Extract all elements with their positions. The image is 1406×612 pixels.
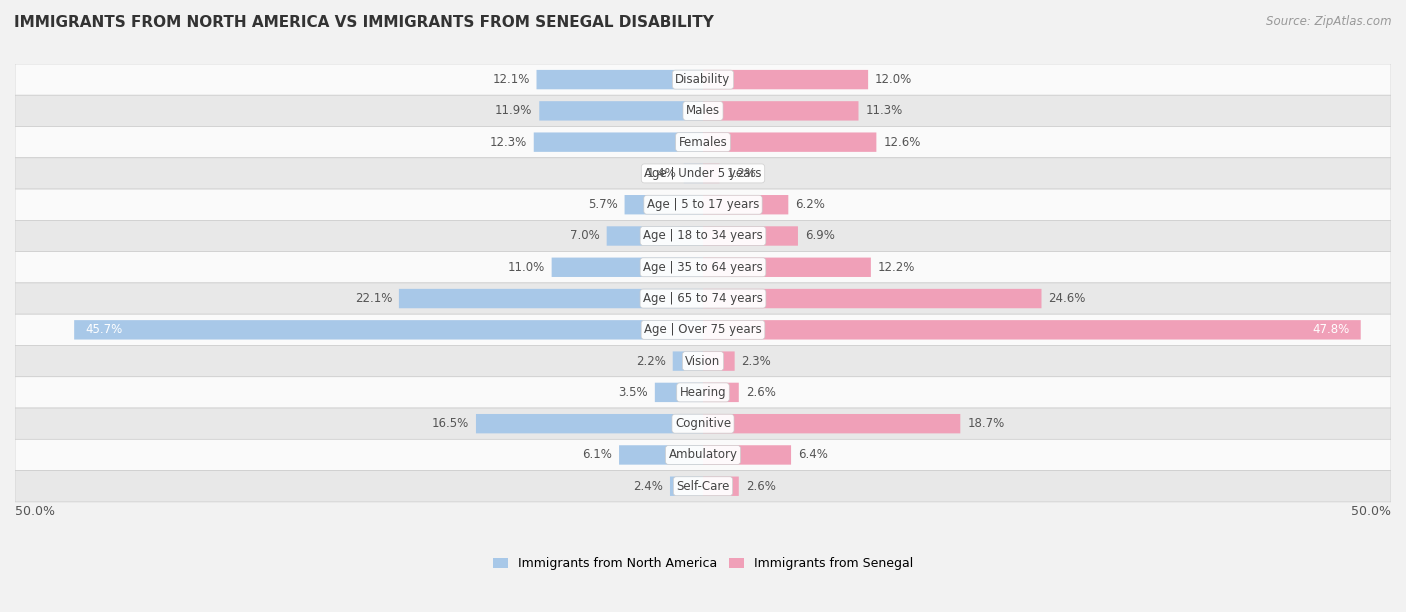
FancyBboxPatch shape — [703, 258, 870, 277]
FancyBboxPatch shape — [703, 477, 738, 496]
FancyBboxPatch shape — [15, 127, 1391, 158]
FancyBboxPatch shape — [15, 408, 1391, 439]
Text: 11.0%: 11.0% — [508, 261, 544, 274]
Text: Males: Males — [686, 105, 720, 118]
Text: Cognitive: Cognitive — [675, 417, 731, 430]
Text: 1.4%: 1.4% — [647, 167, 676, 180]
FancyBboxPatch shape — [15, 64, 1391, 95]
Text: 22.1%: 22.1% — [354, 292, 392, 305]
FancyBboxPatch shape — [15, 189, 1391, 220]
FancyBboxPatch shape — [15, 439, 1391, 471]
FancyBboxPatch shape — [655, 382, 703, 402]
FancyBboxPatch shape — [15, 471, 1391, 502]
Text: 2.6%: 2.6% — [745, 386, 776, 399]
FancyBboxPatch shape — [399, 289, 703, 308]
Text: Vision: Vision — [685, 354, 721, 368]
Text: 11.9%: 11.9% — [495, 105, 533, 118]
Text: 12.6%: 12.6% — [883, 136, 921, 149]
Text: 50.0%: 50.0% — [15, 506, 55, 518]
Text: 50.0%: 50.0% — [1351, 506, 1391, 518]
Text: 7.0%: 7.0% — [569, 230, 600, 242]
FancyBboxPatch shape — [537, 70, 703, 89]
FancyBboxPatch shape — [15, 95, 1391, 127]
Text: 6.9%: 6.9% — [804, 230, 835, 242]
FancyBboxPatch shape — [15, 283, 1391, 314]
Text: 2.4%: 2.4% — [633, 480, 664, 493]
Text: 2.6%: 2.6% — [745, 480, 776, 493]
Text: 47.8%: 47.8% — [1312, 323, 1350, 337]
FancyBboxPatch shape — [15, 220, 1391, 252]
FancyBboxPatch shape — [75, 320, 703, 340]
Text: 12.0%: 12.0% — [875, 73, 912, 86]
FancyBboxPatch shape — [15, 252, 1391, 283]
FancyBboxPatch shape — [683, 164, 703, 183]
Text: 16.5%: 16.5% — [432, 417, 470, 430]
FancyBboxPatch shape — [619, 446, 703, 465]
FancyBboxPatch shape — [703, 351, 735, 371]
FancyBboxPatch shape — [703, 226, 799, 245]
Text: Age | 65 to 74 years: Age | 65 to 74 years — [643, 292, 763, 305]
Text: 11.3%: 11.3% — [865, 105, 903, 118]
Text: 12.1%: 12.1% — [492, 73, 530, 86]
FancyBboxPatch shape — [15, 345, 1391, 377]
FancyBboxPatch shape — [15, 377, 1391, 408]
FancyBboxPatch shape — [606, 226, 703, 245]
FancyBboxPatch shape — [703, 195, 789, 214]
Text: Ambulatory: Ambulatory — [668, 449, 738, 461]
Text: Source: ZipAtlas.com: Source: ZipAtlas.com — [1267, 15, 1392, 28]
FancyBboxPatch shape — [540, 101, 703, 121]
Text: 1.2%: 1.2% — [727, 167, 756, 180]
FancyBboxPatch shape — [624, 195, 703, 214]
Text: Age | 35 to 64 years: Age | 35 to 64 years — [643, 261, 763, 274]
Text: 12.2%: 12.2% — [877, 261, 915, 274]
Text: 6.2%: 6.2% — [796, 198, 825, 211]
FancyBboxPatch shape — [703, 320, 1361, 340]
FancyBboxPatch shape — [703, 446, 792, 465]
FancyBboxPatch shape — [703, 101, 859, 121]
FancyBboxPatch shape — [672, 351, 703, 371]
Text: 2.3%: 2.3% — [741, 354, 772, 368]
FancyBboxPatch shape — [671, 477, 703, 496]
Text: 12.3%: 12.3% — [489, 136, 527, 149]
Text: 5.7%: 5.7% — [588, 198, 617, 211]
Text: IMMIGRANTS FROM NORTH AMERICA VS IMMIGRANTS FROM SENEGAL DISABILITY: IMMIGRANTS FROM NORTH AMERICA VS IMMIGRA… — [14, 15, 714, 31]
FancyBboxPatch shape — [15, 158, 1391, 189]
FancyBboxPatch shape — [703, 289, 1042, 308]
Text: Age | 5 to 17 years: Age | 5 to 17 years — [647, 198, 759, 211]
Text: 18.7%: 18.7% — [967, 417, 1004, 430]
FancyBboxPatch shape — [551, 258, 703, 277]
FancyBboxPatch shape — [477, 414, 703, 433]
FancyBboxPatch shape — [703, 382, 738, 402]
FancyBboxPatch shape — [703, 70, 868, 89]
Text: Age | Under 5 years: Age | Under 5 years — [644, 167, 762, 180]
Legend: Immigrants from North America, Immigrants from Senegal: Immigrants from North America, Immigrant… — [492, 557, 914, 570]
Text: Age | Over 75 years: Age | Over 75 years — [644, 323, 762, 337]
Text: Self-Care: Self-Care — [676, 480, 730, 493]
Text: Hearing: Hearing — [679, 386, 727, 399]
Text: 6.4%: 6.4% — [799, 449, 828, 461]
Text: 6.1%: 6.1% — [582, 449, 612, 461]
FancyBboxPatch shape — [703, 414, 960, 433]
Text: 3.5%: 3.5% — [619, 386, 648, 399]
FancyBboxPatch shape — [703, 132, 876, 152]
Text: Females: Females — [679, 136, 727, 149]
FancyBboxPatch shape — [703, 164, 720, 183]
Text: Disability: Disability — [675, 73, 731, 86]
Text: Age | 18 to 34 years: Age | 18 to 34 years — [643, 230, 763, 242]
Text: 45.7%: 45.7% — [86, 323, 122, 337]
FancyBboxPatch shape — [15, 314, 1391, 345]
Text: 24.6%: 24.6% — [1049, 292, 1085, 305]
Text: 2.2%: 2.2% — [636, 354, 666, 368]
FancyBboxPatch shape — [534, 132, 703, 152]
